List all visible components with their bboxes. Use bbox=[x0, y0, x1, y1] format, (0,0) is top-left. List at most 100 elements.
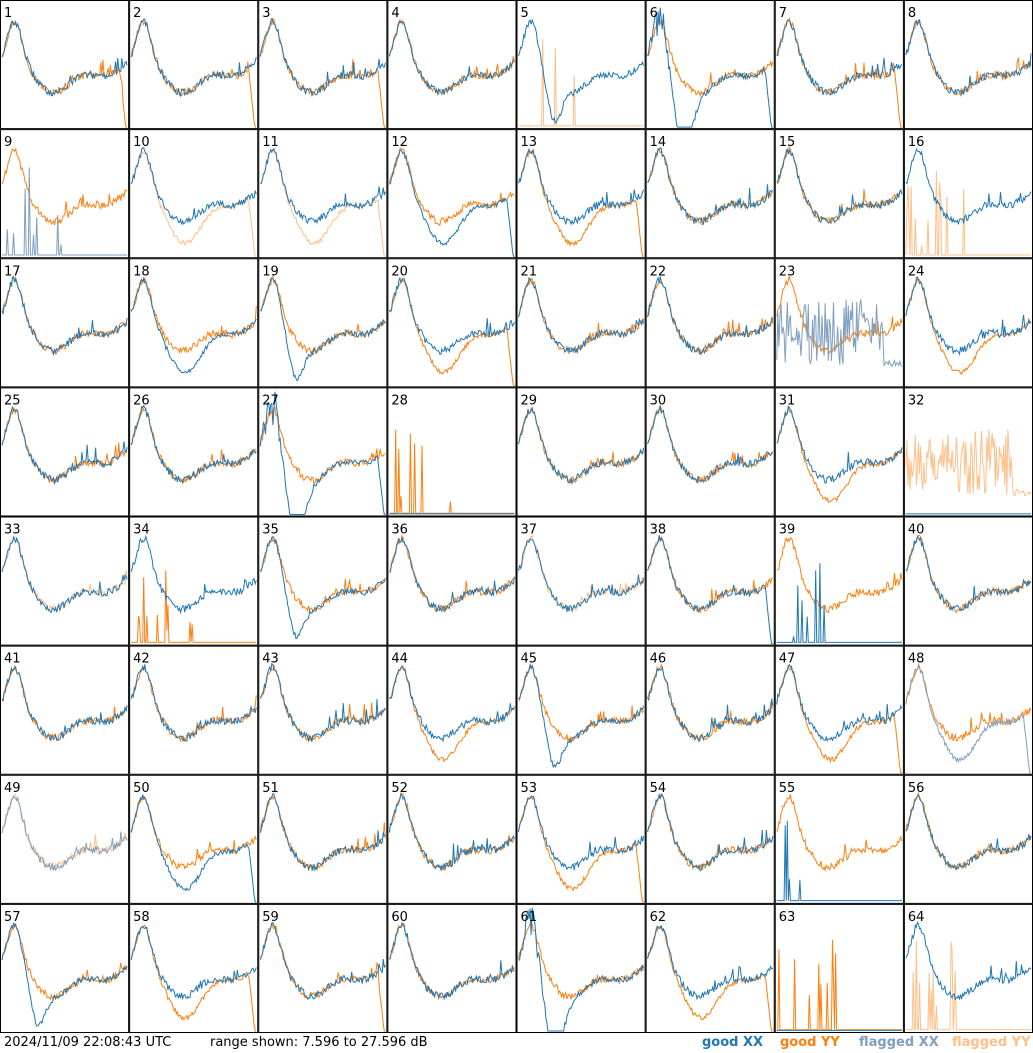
panel-frame bbox=[0, 387, 130, 517]
panel-28: 28 bbox=[387, 387, 517, 517]
series-xx-line bbox=[1, 19, 128, 97]
panel-frame bbox=[129, 258, 259, 388]
panel-16: 16 bbox=[903, 129, 1033, 259]
series-xx-line bbox=[518, 663, 645, 769]
panel-frame bbox=[516, 387, 646, 517]
panel-label: 11 bbox=[262, 135, 279, 150]
series-yy-line bbox=[647, 925, 773, 1032]
panel-label: 62 bbox=[650, 910, 667, 925]
series-xx-line bbox=[905, 665, 1031, 774]
series-xx-line bbox=[260, 147, 386, 225]
panel-label: 5 bbox=[521, 6, 529, 21]
panel-frame bbox=[645, 516, 775, 646]
panel-frame bbox=[645, 387, 775, 517]
panel-2: 2 bbox=[129, 0, 259, 130]
panel-frame bbox=[0, 645, 130, 775]
series-xx-line bbox=[518, 276, 645, 354]
panel-label: 3 bbox=[262, 6, 270, 21]
panel-7: 7 bbox=[774, 0, 904, 130]
series-xx-line bbox=[130, 276, 257, 374]
panel-label: 41 bbox=[4, 652, 21, 667]
panel-54: 54 bbox=[645, 774, 775, 904]
panel-label: 40 bbox=[908, 523, 925, 538]
panel-34: 34 bbox=[129, 516, 259, 646]
panel-29: 29 bbox=[516, 387, 646, 517]
panel-label: 36 bbox=[391, 523, 408, 538]
panel-frame bbox=[387, 258, 517, 388]
panel-50: 50 bbox=[129, 774, 259, 904]
series-xx-line bbox=[905, 19, 1032, 96]
panel-30: 30 bbox=[645, 387, 775, 517]
panel-label: 61 bbox=[521, 910, 538, 925]
panel-label: 21 bbox=[521, 264, 538, 279]
panel-label: 14 bbox=[650, 135, 667, 150]
panel-55: 55 bbox=[774, 774, 904, 904]
panel-label: 42 bbox=[133, 652, 150, 667]
panel-48: 48 bbox=[903, 645, 1033, 775]
panel-frame bbox=[387, 774, 517, 904]
panel-label: 19 bbox=[262, 264, 279, 279]
series-xx-line bbox=[776, 563, 902, 643]
panel-label: 59 bbox=[262, 910, 279, 925]
series-xx-line bbox=[647, 405, 774, 485]
panel-frame bbox=[903, 129, 1033, 259]
panel-label: 16 bbox=[908, 135, 925, 150]
series-yy-line bbox=[776, 939, 902, 1031]
series-yy-line bbox=[776, 794, 903, 873]
panel-frame bbox=[0, 0, 130, 130]
series-yy-line bbox=[647, 18, 774, 98]
panel-60: 60 bbox=[387, 903, 517, 1033]
series-xx-line bbox=[518, 406, 645, 485]
panel-label: 34 bbox=[133, 523, 150, 538]
panel-17: 17 bbox=[0, 258, 130, 388]
series-xx-line bbox=[130, 925, 257, 1001]
series-xx-line bbox=[259, 793, 386, 872]
series-xx-line bbox=[389, 149, 515, 257]
panel-52: 52 bbox=[387, 774, 517, 904]
series-yy-line bbox=[130, 148, 257, 257]
panel-46: 46 bbox=[645, 645, 775, 775]
panel-32: 32 bbox=[903, 387, 1033, 517]
panel-42: 42 bbox=[129, 645, 259, 775]
panel-frame bbox=[903, 774, 1033, 904]
series-xx-line bbox=[130, 404, 257, 484]
series-xx-line bbox=[776, 405, 903, 484]
panel-label: 33 bbox=[4, 523, 21, 538]
panel-31: 31 bbox=[774, 387, 904, 517]
panel-44: 44 bbox=[387, 645, 517, 775]
series-xx-line bbox=[647, 924, 774, 1001]
series-xx-line bbox=[259, 535, 386, 640]
series-yy-line bbox=[905, 18, 1032, 98]
panel-label: 20 bbox=[391, 264, 408, 279]
panel-38: 38 bbox=[645, 516, 775, 646]
series-xx-line bbox=[905, 794, 1032, 871]
panel-frame bbox=[258, 645, 388, 775]
series-xx-line bbox=[259, 391, 386, 515]
series-xx-line bbox=[776, 148, 903, 224]
series-xx-line bbox=[776, 663, 903, 742]
series-xx-line bbox=[647, 7, 773, 128]
series-xx-line bbox=[389, 276, 515, 355]
series-xx-line bbox=[905, 147, 1032, 225]
panel-58: 58 bbox=[129, 903, 259, 1033]
panel-frame bbox=[516, 0, 646, 130]
series-yy-line bbox=[905, 170, 1031, 256]
panel-frame bbox=[774, 129, 904, 259]
panel-label: 27 bbox=[262, 393, 279, 408]
series-yy-line bbox=[1, 147, 128, 226]
series-xx-line bbox=[388, 922, 515, 1001]
panel-label: 52 bbox=[391, 781, 408, 796]
panel-label: 25 bbox=[4, 393, 21, 408]
panel-frame bbox=[903, 258, 1033, 388]
series-xx-line bbox=[1, 665, 128, 741]
panel-62: 62 bbox=[645, 903, 775, 1033]
panel-33: 33 bbox=[0, 516, 130, 646]
panel-label: 18 bbox=[133, 264, 150, 279]
panel-49: 49 bbox=[0, 774, 130, 904]
panel-27: 27 bbox=[258, 387, 388, 517]
panel-label: 46 bbox=[650, 652, 667, 667]
panel-label: 6 bbox=[650, 6, 658, 21]
series-xx-line bbox=[388, 792, 515, 872]
panel-36: 36 bbox=[387, 516, 517, 646]
series-yy-line bbox=[130, 795, 257, 870]
